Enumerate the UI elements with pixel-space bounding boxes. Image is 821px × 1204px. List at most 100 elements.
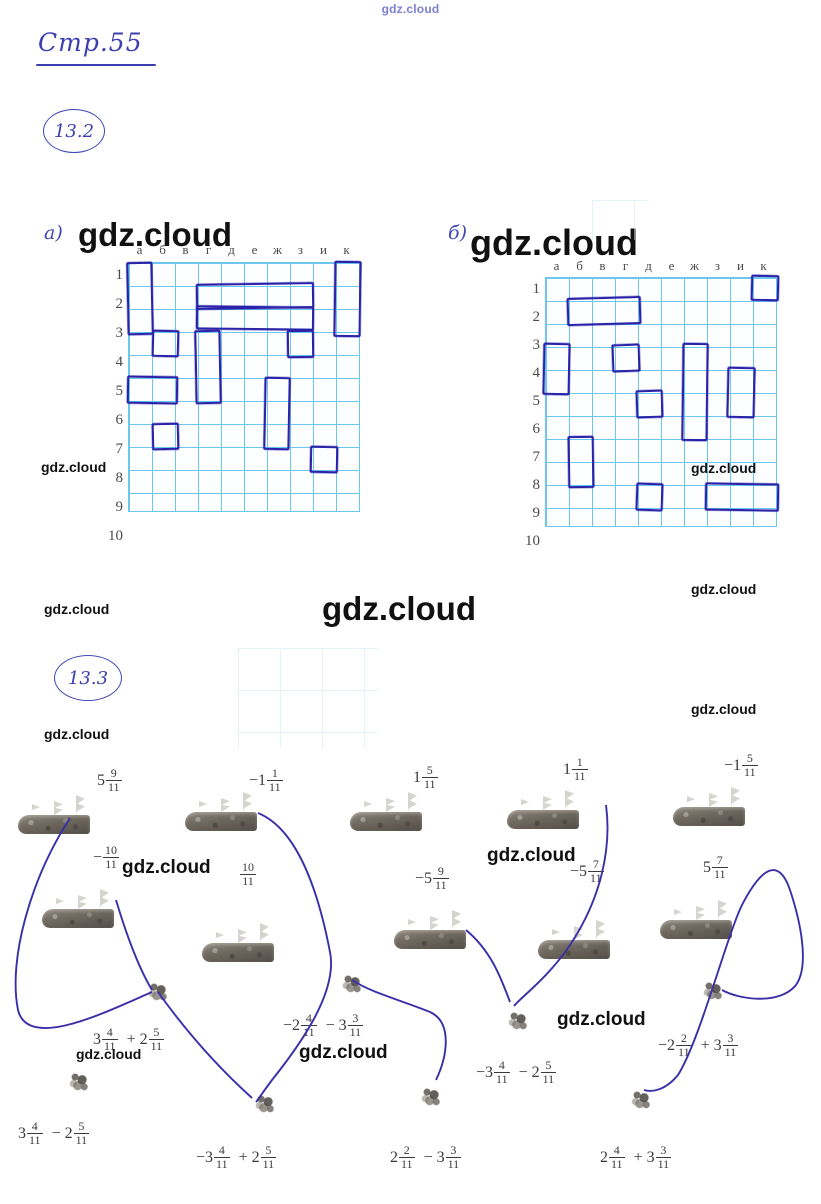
row-head-2: 2	[115, 296, 124, 312]
col-head-zh: ж	[690, 258, 699, 273]
grid-b-column-headers: а б в г д е ж з и к	[545, 258, 775, 274]
row-head-7: 7	[532, 449, 541, 465]
answer-a10-fraction: 7 11	[712, 853, 728, 881]
ship-b-8	[567, 435, 595, 489]
answer-a4: 10 11	[239, 860, 257, 888]
anchor-knot-8	[700, 977, 726, 1003]
ship-b-1	[750, 274, 780, 302]
answer-a5-fraction: 5 11	[422, 763, 438, 791]
e2-operator: −	[51, 1124, 61, 1142]
answer-a8-fraction: 7 11	[588, 857, 604, 885]
grid-a-row-headers: 1 2 3 4 5 6 7 8 9 10	[101, 262, 123, 552]
watermark-near-part-a: gdz.cloud	[78, 216, 232, 253]
ship-a-2	[333, 260, 362, 338]
boat-flag-2	[696, 906, 705, 920]
part-label-b: б)	[448, 222, 468, 244]
e2-t2-whole: 2	[64, 1124, 73, 1142]
page-title: Стр.55	[38, 28, 143, 57]
task-number-13-2: 13.2	[43, 109, 105, 153]
watermark-left-of-grid-a: gdz.cloud	[41, 459, 107, 475]
boat-flag-3	[408, 792, 417, 812]
e3-t2-whole: 3	[338, 1016, 347, 1034]
boat-6	[42, 884, 114, 928]
e3-t1-sign: −	[283, 1016, 293, 1034]
answer-a10: 5 7 11	[703, 853, 729, 881]
row-head-3: 3	[115, 325, 124, 341]
anchor-knot-2	[66, 1068, 92, 1094]
boat-flag-3	[731, 787, 740, 807]
e6-t1-fraction: 2 11	[399, 1143, 415, 1171]
watermark-center-large: gdz.cloud	[322, 590, 476, 627]
watermark-over-e5: gdz.cloud	[557, 1009, 646, 1030]
col-head-k: к	[343, 242, 350, 257]
col-head-g: г	[205, 242, 212, 257]
row-head-10: 10	[525, 533, 540, 549]
col-head-i: и	[320, 242, 327, 257]
e7-t2-fraction: 3 11	[722, 1031, 739, 1059]
ship-a-1	[126, 261, 154, 336]
col-head-a: а	[136, 242, 143, 257]
boat-3	[350, 787, 422, 831]
ship-a-7	[286, 329, 315, 359]
task-number-13-3: 13.3	[54, 655, 122, 701]
boat-hull	[202, 943, 274, 962]
e6-t2-whole: 3	[436, 1148, 445, 1166]
answer-a1: 5 9 11	[97, 767, 123, 794]
answer-a2: −10 11	[93, 844, 120, 871]
row-head-4: 4	[115, 354, 124, 370]
col-head-a: а	[553, 258, 560, 273]
boat-flag-2	[78, 895, 87, 909]
ghost-grid-decoration-2	[592, 200, 648, 240]
col-head-e: е	[668, 258, 675, 273]
grid-a-column-headers: а б в г д е ж з и к	[128, 242, 358, 258]
answer-a6-sign: −	[415, 869, 425, 887]
e7-t1-sign: −	[658, 1036, 668, 1054]
answer-a4-fraction: 10 11	[240, 860, 256, 888]
col-head-g: г	[622, 258, 629, 273]
grid-b-cells[interactable]	[545, 277, 777, 527]
anchor-knot-6	[505, 1007, 531, 1033]
e1-t1-whole: 3	[93, 1030, 101, 1048]
watermark-top: gdz.cloud	[381, 2, 440, 16]
boat-flag-2	[238, 929, 247, 943]
watermark-mid-right: gdz.cloud	[691, 581, 757, 597]
ship-a-5	[151, 329, 180, 358]
ship-a-8	[126, 375, 179, 405]
ship-a-4	[195, 305, 315, 331]
expression-e5: −3 4 11 −2 5 11	[476, 1059, 557, 1086]
boat-flag-1	[521, 799, 529, 810]
answer-a9-fraction: 5 11	[742, 751, 758, 779]
expression-e7: −2 2 11 +3 3 11	[658, 1031, 739, 1059]
col-head-v: в	[182, 242, 189, 257]
col-head-d: д	[228, 242, 235, 257]
boat-flag-1	[56, 898, 64, 909]
anchor-knot-5	[418, 1083, 444, 1109]
e6-t2-fraction: 3 11	[445, 1143, 462, 1171]
grid-b-row-headers: 1 2 3 4 5 6 7 8 9 10	[518, 277, 540, 557]
boat-flag-2	[574, 926, 583, 940]
ship-a-9	[263, 376, 291, 451]
boat-hull	[42, 909, 114, 928]
e1-operator: +	[126, 1030, 136, 1048]
curve-7	[513, 804, 609, 1007]
watermark-over-e1: gdz.cloud	[76, 1046, 142, 1062]
row-head-7: 7	[115, 441, 124, 457]
boat-flag-1	[552, 929, 560, 940]
watermark-right-13-3: gdz.cloud	[691, 701, 757, 717]
e6-t1-whole: 2	[390, 1148, 398, 1166]
e3-t1-whole: 2	[292, 1016, 301, 1034]
ship-a-6	[194, 329, 222, 405]
boat-5	[673, 782, 745, 826]
answer-a2-sign: −	[93, 848, 103, 866]
anchor-knot-1	[145, 978, 171, 1004]
row-head-9: 9	[532, 505, 541, 521]
ship-b-7	[635, 389, 664, 419]
answer-a5-whole: 1	[413, 768, 421, 786]
row-head-8: 8	[115, 470, 124, 486]
e1-t2-fraction: 5 11	[148, 1025, 165, 1053]
boat-hull	[507, 810, 579, 829]
ship-b-6	[726, 366, 756, 419]
answer-a6-whole: 5	[424, 869, 433, 887]
page-title-underline	[36, 64, 156, 66]
grid-a-cells[interactable]	[128, 262, 360, 512]
